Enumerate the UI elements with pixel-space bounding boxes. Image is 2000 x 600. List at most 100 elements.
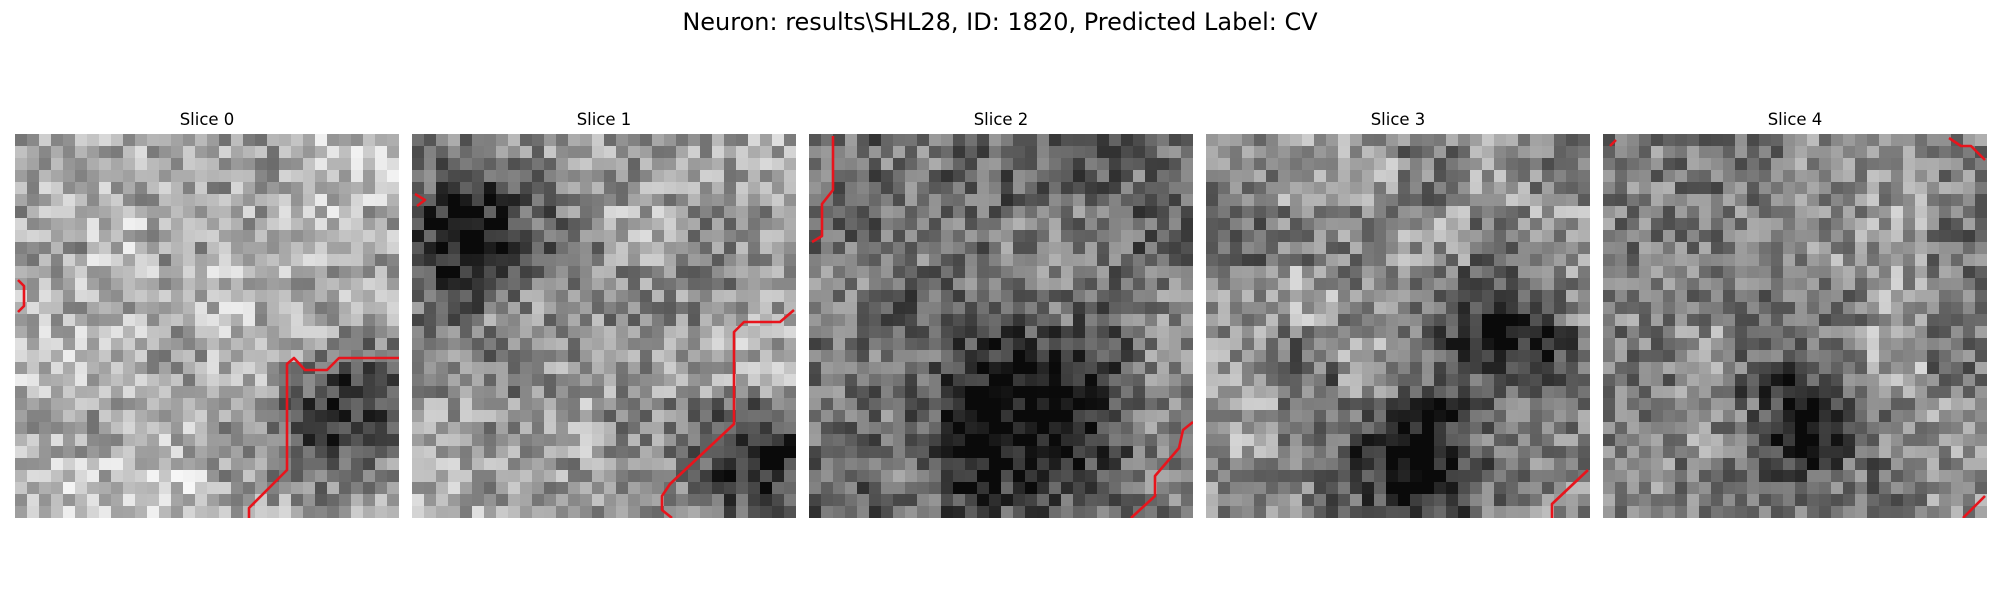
pixel [664, 350, 676, 362]
pixel [27, 254, 39, 266]
pixel [1061, 314, 1073, 326]
pixel [1386, 206, 1398, 218]
pixel [1578, 302, 1590, 314]
pixel [460, 266, 472, 278]
pixel [1879, 338, 1891, 350]
pixel [1903, 290, 1915, 302]
pixel [1073, 290, 1085, 302]
pixel [592, 158, 604, 170]
pixel [1266, 410, 1278, 422]
pixel [472, 242, 484, 254]
slice-image [412, 134, 796, 518]
pixel [568, 434, 580, 446]
pixel [1302, 506, 1314, 518]
pixel [845, 350, 857, 362]
pixel [616, 374, 628, 386]
pixel [1470, 134, 1482, 146]
pixel [1278, 434, 1290, 446]
pixel [1819, 386, 1831, 398]
pixel [1470, 158, 1482, 170]
pixel [1494, 182, 1506, 194]
pixel [1518, 134, 1530, 146]
pixel [712, 302, 724, 314]
pixel [1013, 398, 1025, 410]
pixel [339, 506, 351, 518]
pixel [1157, 302, 1169, 314]
pixel [1687, 338, 1699, 350]
pixel [1831, 338, 1843, 350]
pixel [183, 206, 195, 218]
pixel [532, 338, 544, 350]
pixel [953, 146, 965, 158]
pixel [1783, 158, 1795, 170]
pixel [243, 230, 255, 242]
pixel [676, 386, 688, 398]
pixel [604, 362, 616, 374]
pixel [905, 134, 917, 146]
pixel [195, 350, 207, 362]
pixel [1518, 326, 1530, 338]
pixel [243, 350, 255, 362]
pixel [1795, 446, 1807, 458]
pixel [1338, 482, 1350, 494]
pixel [472, 422, 484, 434]
pixel [700, 326, 712, 338]
pixel [1422, 506, 1434, 518]
pixel [1338, 338, 1350, 350]
pixel [339, 170, 351, 182]
pixel [676, 410, 688, 422]
pixel [1843, 242, 1855, 254]
pixel [1578, 266, 1590, 278]
pixel [39, 374, 51, 386]
pixel [845, 254, 857, 266]
pixel [1278, 218, 1290, 230]
pixel [640, 506, 652, 518]
pixel [39, 386, 51, 398]
pixel [1627, 254, 1639, 266]
pixel [1530, 506, 1542, 518]
pixel [821, 446, 833, 458]
pixel [640, 470, 652, 482]
pixel [1278, 170, 1290, 182]
pixel [1518, 458, 1530, 470]
pixel [171, 254, 183, 266]
pixel [159, 398, 171, 410]
pixel [327, 230, 339, 242]
pixel [303, 194, 315, 206]
pixel [748, 146, 760, 158]
pixel [1867, 206, 1879, 218]
pixel [809, 218, 821, 230]
pixel [1963, 278, 1975, 290]
pixel [1482, 206, 1494, 218]
pixel [15, 398, 27, 410]
pixel [1518, 266, 1530, 278]
pixel [1975, 386, 1987, 398]
pixel [472, 302, 484, 314]
pixel [1157, 350, 1169, 362]
pixel [1807, 374, 1819, 386]
pixel [1470, 494, 1482, 506]
pixel [1783, 230, 1795, 242]
pixel [303, 278, 315, 290]
pixel [472, 446, 484, 458]
pixel [568, 278, 580, 290]
pixel [1266, 482, 1278, 494]
pixel [99, 290, 111, 302]
pixel [1001, 182, 1013, 194]
pixel [1133, 374, 1145, 386]
pixel [965, 170, 977, 182]
pixel [195, 302, 207, 314]
pixel [917, 170, 929, 182]
pixel [1494, 254, 1506, 266]
pixel [147, 158, 159, 170]
pixel [1290, 422, 1302, 434]
pixel [1855, 302, 1867, 314]
pixel [604, 350, 616, 362]
pixel [520, 362, 532, 374]
pixel [604, 194, 616, 206]
pixel [219, 446, 231, 458]
pixel [1939, 230, 1951, 242]
pixel [1482, 266, 1494, 278]
pixel [375, 422, 387, 434]
pixel [219, 278, 231, 290]
